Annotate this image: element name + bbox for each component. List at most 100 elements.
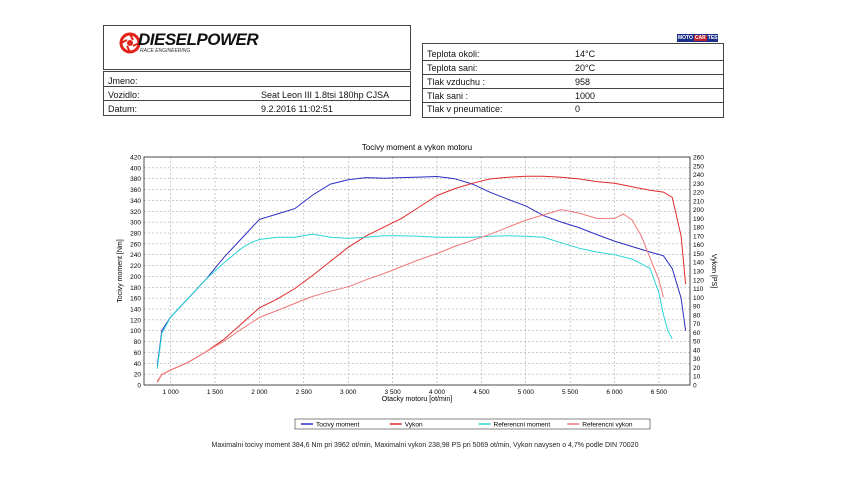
x-tick-label: 5 500	[562, 389, 579, 396]
date-value: 9.2.2016 11:02:51	[261, 104, 333, 114]
logo-text: DIESELPOWER	[138, 30, 259, 49]
y2-tick-label: 140	[693, 260, 704, 267]
condition-label: Teplota sani:	[427, 63, 478, 73]
legend-label: Tocivy moment	[316, 422, 360, 429]
left-axis-ticks: 0 20 40 60 80 100 120 140 160 180 200 220 240 260 280 3…	[130, 155, 141, 390]
series-line	[156, 175, 687, 382]
y-tick-label: 20	[134, 372, 142, 379]
x-tick-label: 1 000	[162, 389, 179, 396]
name-label: Jmeno:	[108, 76, 138, 86]
y2-tick-label: 220	[693, 190, 704, 197]
condition-label: Tlak vzduchu :	[427, 77, 486, 87]
y2-tick-label: 0	[693, 383, 697, 390]
condition-label: Tlak sani :	[427, 91, 469, 101]
y2-tick-label: 10	[693, 374, 701, 381]
turbo-logo-icon	[119, 32, 141, 54]
condition-label: Tlak v pneumatice:	[427, 104, 503, 114]
y-tick-label: 0	[137, 383, 141, 390]
y-tick-label: 420	[130, 155, 141, 162]
row-divider	[423, 88, 723, 89]
x-tick-label: 4 000	[429, 389, 446, 396]
y-tick-label: 280	[130, 231, 141, 238]
y2-tick-label: 60	[693, 330, 701, 337]
condition-value: 1000	[575, 91, 596, 101]
condition-value: 958	[575, 77, 591, 87]
y-tick-label: 220	[130, 263, 141, 270]
y-tick-label: 100	[130, 328, 141, 335]
series-line	[156, 175, 687, 367]
x-axis-label: Otacky motoru [ot/min]	[382, 396, 452, 403]
legend-label: Referencni moment	[494, 422, 551, 429]
y-tick-label: 80	[134, 339, 142, 346]
x-tick-label: 2 500	[296, 389, 313, 396]
y2-tick-label: 120	[693, 277, 704, 284]
y2-tick-label: 20	[693, 365, 701, 372]
condition-label: Teplota okoli:	[427, 49, 480, 59]
y2-tick-label: 170	[693, 233, 704, 240]
y2-tick-label: 130	[693, 269, 704, 276]
y2-tick-label: 70	[693, 321, 701, 328]
y-tick-label: 380	[130, 176, 141, 183]
condition-value: 14°C	[575, 49, 596, 59]
conditions-panel: Teplota okoli: 14°C Teplota sani: 20°C T…	[422, 43, 724, 118]
condition-value: 20°C	[575, 63, 596, 73]
row-divider	[104, 100, 410, 101]
x-tick-label: 5 000	[518, 389, 535, 396]
y-tick-label: 360	[130, 187, 141, 194]
y-tick-label: 300	[130, 220, 141, 227]
x-tick-label: 2 000	[251, 389, 268, 396]
badge-part-2: CAR	[693, 35, 707, 41]
x-tick-label: 3 000	[340, 389, 357, 396]
x-tick-label: 3 500	[384, 389, 401, 396]
y-tick-label: 400	[130, 165, 141, 172]
x-tick-label: 6 500	[651, 389, 668, 396]
y-tick-label: 180	[130, 285, 141, 292]
vehicle-value: Seat Leon III 1.8tsi 180hp CJSA	[261, 90, 390, 100]
plot-frame	[143, 156, 691, 386]
x-tick-label: 1 500	[207, 389, 224, 396]
condition-value: 0	[575, 104, 581, 114]
series-lines	[156, 175, 687, 383]
y-tick-label: 160	[130, 296, 141, 303]
y2-tick-label: 260	[693, 155, 704, 162]
legend-label: Referencni vykon	[582, 422, 633, 429]
y2-tick-label: 160	[693, 242, 704, 249]
row-divider	[423, 74, 723, 75]
x-axis-ticks: 1 000 1 500 2 000 2 500 3 000 3 500 4 000 4 500…	[162, 389, 667, 396]
y2-tick-label: 50	[693, 339, 701, 346]
motocartest-badge: MOTO CAR TEST	[677, 34, 721, 42]
legend: Tocivy moment Vykon Referencni moment Refer…	[294, 418, 651, 430]
y-tick-label: 140	[130, 307, 141, 314]
legend-label: Vykon	[405, 422, 423, 429]
chart-title: Tocivy moment a vykon motoru	[362, 143, 472, 152]
vehicle-label: Vozidlo:	[108, 90, 140, 100]
x-tick-label: 6 000	[606, 389, 623, 396]
y2-tick-label: 90	[693, 304, 701, 311]
y2-tick-label: 240	[693, 172, 704, 179]
x-tick-label: 4 500	[473, 389, 490, 396]
y2-tick-label: 110	[693, 286, 704, 293]
row-divider	[423, 60, 723, 61]
logo-panel: DIESELPOWER RACE ENGINEERING	[103, 25, 411, 70]
grid	[144, 156, 690, 386]
y2-tick-label: 230	[693, 181, 704, 188]
badge-part-3: TEST	[707, 35, 721, 41]
y-tick-label: 120	[130, 317, 141, 324]
y-tick-label: 240	[130, 252, 141, 259]
badge-part-1: MOTO	[678, 35, 693, 41]
y2-tick-label: 200	[693, 207, 704, 214]
y2-tick-label: 180	[693, 225, 704, 232]
right-axis-ticks: 0102030405060708090100110120130140150160…	[693, 155, 704, 390]
legend-box	[294, 418, 651, 430]
y2-axis-label: Vykon [PS]	[710, 254, 717, 288]
summary-note: Maximalni tocivy moment 384,6 Nm pri 396…	[211, 442, 639, 449]
y-tick-label: 320	[130, 209, 141, 216]
y-tick-label: 40	[134, 361, 142, 368]
y2-tick-label: 250	[693, 163, 704, 170]
row-divider	[104, 86, 410, 87]
row-divider	[423, 102, 723, 103]
y-tick-label: 60	[134, 350, 142, 357]
logo-subtitle: RACE ENGINEERING	[140, 48, 191, 54]
y-tick-label: 200	[130, 274, 141, 281]
series-line	[156, 209, 664, 383]
